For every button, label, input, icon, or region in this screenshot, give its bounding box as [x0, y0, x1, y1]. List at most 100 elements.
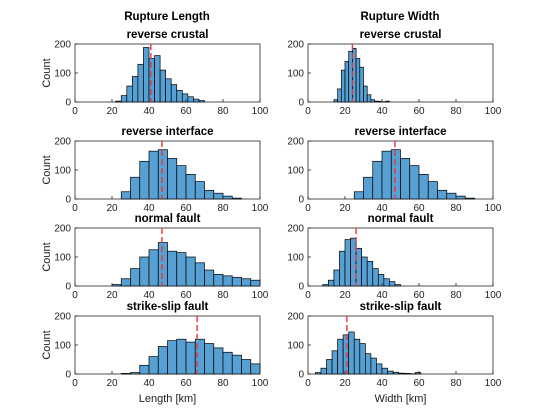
panel-2: reverse crustal 0 20 40 60 80 100 0 100 200	[287, 29, 501, 117]
panel-title: strike-slip fault	[360, 301, 442, 313]
histogram-bar	[383, 278, 390, 287]
histogram-bar	[176, 90, 183, 103]
histogram-bar	[154, 55, 161, 103]
histogram-bar	[204, 269, 215, 287]
histogram-bar	[222, 351, 233, 375]
x-tick-label: 20	[339, 106, 351, 117]
histogram-bar	[139, 256, 150, 287]
histogram-bar	[198, 100, 205, 103]
histogram-bar	[185, 174, 196, 200]
histogram-bar	[213, 274, 224, 287]
histogram-bar	[381, 150, 392, 200]
panel-7: strike-slip fault 0 20 40 60 80 100 0 100 200Coun…	[41, 301, 269, 405]
x-tick-label: 20	[106, 290, 118, 301]
y-tick-label: 200	[54, 137, 71, 148]
x-tick-label: 80	[217, 378, 229, 389]
histogram-bar	[126, 85, 133, 103]
histogram-bar	[394, 284, 401, 287]
histogram-bar	[353, 338, 361, 375]
x-tick-label: 60	[180, 106, 192, 117]
histogram-bar	[120, 95, 128, 103]
histogram-bar	[339, 250, 346, 287]
panel-title: reverse crustal	[360, 29, 442, 41]
histogram-bar	[241, 359, 252, 375]
y-tick-label: 200	[287, 137, 304, 148]
histogram-bar	[148, 58, 155, 103]
x-tick-label: 0	[305, 203, 311, 214]
y-tick-label: 200	[54, 312, 71, 323]
x-tick-label: 100	[485, 378, 502, 389]
x-tick-label: 40	[143, 290, 155, 301]
histogram-bar	[176, 252, 187, 287]
y-tick-label: 100	[54, 253, 71, 264]
x-tick-label: 100	[252, 290, 269, 301]
x-tick-label: 60	[413, 203, 425, 214]
x-tick-label: 100	[252, 106, 269, 117]
x-tick-label: 0	[305, 106, 311, 117]
histogram-bar	[130, 176, 141, 200]
histogram-bar	[365, 353, 372, 375]
histogram-bar	[185, 341, 196, 375]
histogram-bar	[392, 371, 400, 375]
y-axis-label: Count	[41, 330, 53, 359]
histogram-bar	[464, 197, 475, 200]
x-tick-label: 20	[339, 203, 351, 214]
histogram-bar	[359, 343, 366, 375]
histogram-bar	[385, 100, 390, 103]
y-tick-label: 100	[287, 69, 304, 80]
histogram-bar	[374, 100, 379, 103]
column-title-width: Rupture Width	[360, 11, 439, 23]
x-tick-label: 40	[376, 378, 388, 389]
histogram-bar	[176, 338, 187, 375]
histogram-bar	[167, 158, 178, 200]
histogram-bar	[363, 85, 368, 103]
histogram-bar	[377, 274, 385, 287]
x-tick-label: 20	[106, 106, 118, 117]
histogram-bar	[344, 239, 351, 287]
x-tick-label: 0	[305, 378, 311, 389]
histogram-bar	[333, 269, 340, 287]
histogram-bar	[231, 276, 242, 287]
histogram-bar	[222, 195, 233, 200]
x-tick-label: 80	[450, 106, 462, 117]
panel-title: normal fault	[135, 213, 201, 225]
x-tick-label: 100	[252, 378, 269, 389]
histogram-bar	[398, 372, 405, 375]
histogram-bar	[409, 165, 420, 200]
panel-4: reverse interface 0 20 40 60 80 100 0 100 200	[287, 126, 501, 214]
histogram-bar	[157, 346, 168, 375]
x-tick-label: 0	[72, 203, 78, 214]
histogram-bar	[250, 363, 261, 375]
histogram-bar	[148, 150, 159, 200]
histogram-bar	[372, 160, 383, 200]
panel-title: reverse crustal	[127, 29, 209, 41]
histogram-bar	[389, 281, 396, 287]
y-tick-label: 0	[65, 195, 71, 206]
x-tick-label: 20	[339, 290, 351, 301]
x-tick-label: 60	[180, 203, 192, 214]
y-tick-label: 0	[65, 370, 71, 381]
histogram-bar	[120, 373, 131, 375]
histogram-bar	[381, 367, 388, 375]
histogram-bar	[165, 78, 172, 103]
histogram-bar	[331, 350, 338, 375]
x-tick-label: 80	[217, 106, 229, 117]
histogram-bar	[387, 370, 394, 375]
column-title-length: Rupture Length	[124, 11, 210, 23]
histogram-bar	[148, 249, 159, 287]
histogram-bar	[446, 192, 457, 200]
y-tick-label: 0	[298, 282, 304, 293]
histogram-bar	[437, 189, 448, 200]
histogram-bar	[193, 98, 200, 103]
histogram-bar	[111, 284, 122, 287]
y-tick-label: 0	[298, 98, 304, 109]
histogram-bar	[348, 331, 355, 375]
x-tick-label: 40	[143, 203, 155, 214]
histogram-bar	[148, 356, 159, 375]
histogram-bar	[159, 69, 167, 103]
histogram-bar	[363, 176, 374, 200]
y-tick-label: 100	[54, 166, 71, 177]
y-tick-label: 0	[65, 282, 71, 293]
